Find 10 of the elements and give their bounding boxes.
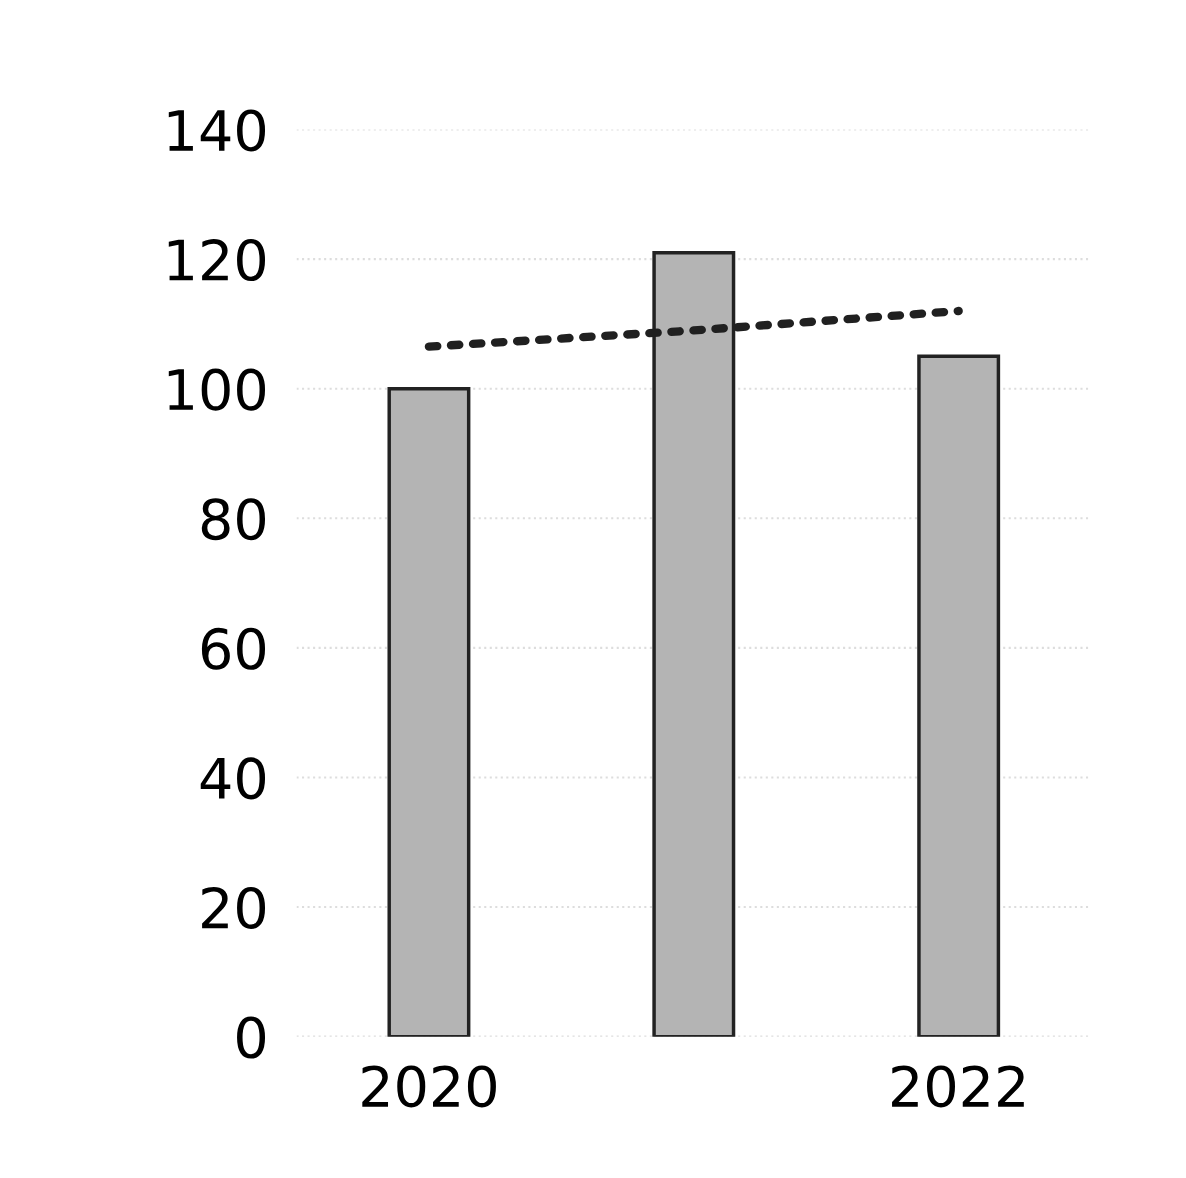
y-tick-label: 20	[202, 886, 266, 929]
y-tick-label: 100	[168, 368, 266, 411]
y-tick-label: 140	[168, 109, 266, 152]
y-tick-label: 0	[237, 1016, 266, 1059]
y-tick-label: 60	[201, 627, 266, 670]
y-tick-label: 120	[168, 239, 266, 282]
x-tick-label: 2022	[892, 1065, 1024, 1108]
y-tick-label: 40	[200, 757, 266, 800]
y-tick-label: 80	[201, 498, 266, 541]
x-tick-label: 2020	[362, 1065, 496, 1108]
